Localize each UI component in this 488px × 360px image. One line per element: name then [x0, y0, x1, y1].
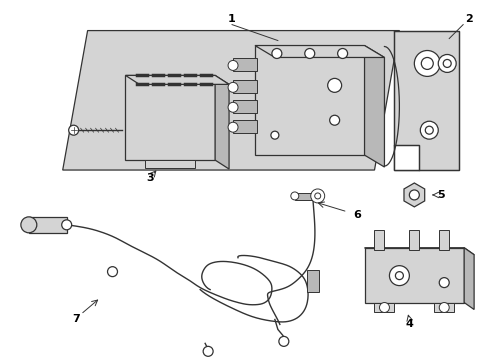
- Polygon shape: [215, 75, 228, 169]
- Circle shape: [21, 217, 37, 233]
- Polygon shape: [364, 45, 384, 167]
- Bar: [374, 230, 384, 250]
- Bar: [125, 75, 215, 160]
- Circle shape: [227, 60, 238, 71]
- Circle shape: [270, 131, 278, 139]
- Circle shape: [438, 278, 448, 288]
- Text: 1: 1: [228, 14, 235, 24]
- Circle shape: [278, 336, 288, 346]
- Text: 6: 6: [353, 210, 361, 220]
- Circle shape: [421, 58, 432, 69]
- Bar: [233, 58, 256, 71]
- Circle shape: [329, 115, 339, 125]
- Bar: [294, 193, 316, 200]
- Bar: [374, 302, 394, 312]
- Bar: [364, 248, 463, 302]
- Circle shape: [310, 189, 324, 203]
- Bar: [433, 302, 453, 312]
- Polygon shape: [125, 75, 228, 84]
- Bar: [233, 80, 256, 93]
- Circle shape: [314, 193, 320, 199]
- Bar: [254, 45, 364, 155]
- Circle shape: [337, 49, 347, 58]
- Bar: [306, 270, 318, 292]
- Text: 3: 3: [146, 173, 154, 183]
- Polygon shape: [62, 31, 399, 170]
- Bar: [438, 230, 448, 250]
- Polygon shape: [394, 145, 419, 170]
- Text: 2: 2: [464, 14, 472, 24]
- Polygon shape: [403, 183, 424, 207]
- Text: 7: 7: [72, 314, 80, 324]
- Circle shape: [425, 126, 432, 134]
- Circle shape: [68, 125, 79, 135]
- Circle shape: [438, 302, 448, 312]
- Circle shape: [290, 192, 298, 200]
- Circle shape: [61, 220, 72, 230]
- Polygon shape: [254, 45, 384, 58]
- Circle shape: [442, 59, 450, 67]
- Circle shape: [327, 78, 341, 92]
- Circle shape: [379, 302, 388, 312]
- Circle shape: [408, 190, 419, 200]
- Circle shape: [271, 49, 281, 58]
- Polygon shape: [364, 248, 473, 255]
- Circle shape: [395, 272, 403, 280]
- Polygon shape: [394, 31, 458, 170]
- Circle shape: [304, 49, 314, 58]
- Circle shape: [227, 122, 238, 132]
- Bar: [145, 160, 195, 168]
- Bar: [233, 120, 256, 133]
- Bar: [233, 100, 256, 113]
- Text: 4: 4: [405, 319, 412, 329]
- Circle shape: [420, 121, 437, 139]
- Circle shape: [203, 346, 213, 356]
- Circle shape: [227, 102, 238, 112]
- Bar: [29, 217, 66, 233]
- Circle shape: [107, 267, 117, 276]
- Text: 5: 5: [437, 190, 444, 200]
- Bar: [408, 230, 419, 250]
- Circle shape: [227, 82, 238, 92]
- Circle shape: [413, 50, 439, 76]
- Polygon shape: [463, 248, 473, 310]
- Circle shape: [388, 266, 408, 285]
- Circle shape: [437, 54, 455, 72]
